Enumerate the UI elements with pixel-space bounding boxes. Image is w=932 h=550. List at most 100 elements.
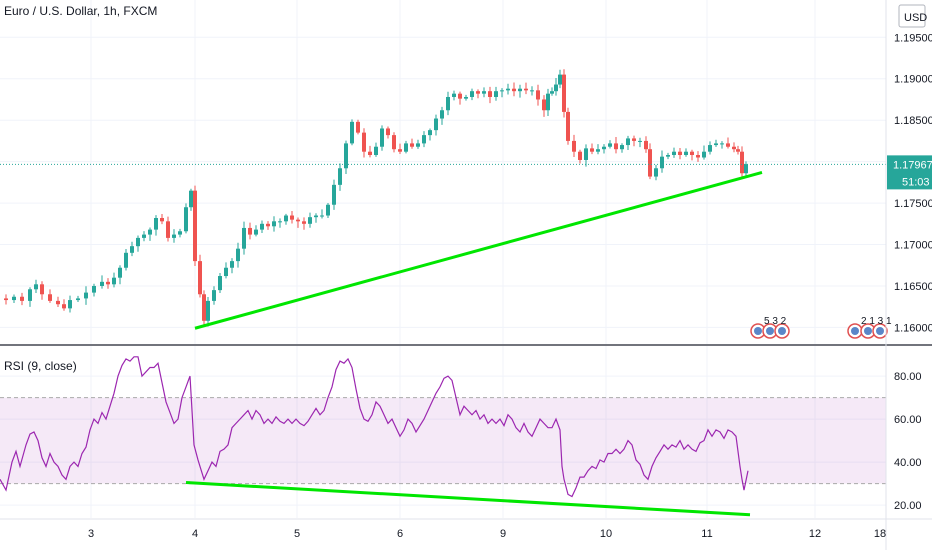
- candle: [56, 300, 60, 305]
- candle: [550, 91, 554, 94]
- candle: [530, 90, 534, 92]
- candle: [554, 84, 558, 92]
- candle: [290, 215, 294, 220]
- candle: [68, 300, 72, 309]
- candle: [422, 135, 426, 144]
- last-price-value: 1.17967: [893, 159, 932, 171]
- candle: [142, 234, 146, 238]
- candle: [136, 237, 140, 247]
- candle: [76, 298, 80, 301]
- candle: [314, 215, 318, 218]
- candle: [344, 143, 348, 169]
- currency-box-border: [898, 4, 926, 28]
- rsi-axis-labels[interactable]: 20.00 40.00 60.00 80.00: [894, 371, 922, 512]
- candle: [326, 204, 330, 216]
- candle: [20, 296, 24, 301]
- candle: [494, 91, 498, 97]
- candle: [736, 149, 740, 152]
- candle: [558, 74, 562, 85]
- time-tick-label: 3: [88, 528, 94, 540]
- candle: [458, 93, 462, 99]
- candle: [160, 218, 164, 222]
- candle: [660, 156, 664, 169]
- candle: [184, 207, 188, 232]
- chart-title: Euro / U.S. Dollar, 1h, FXCM: [4, 4, 158, 18]
- flag-icon-inner: [778, 327, 786, 335]
- candle: [148, 229, 152, 235]
- candle: [12, 296, 16, 301]
- candle: [702, 151, 706, 158]
- event-markers[interactable]: 5 3 2 2 1 3 1: [750, 316, 892, 339]
- candle: [242, 227, 246, 249]
- candle: [218, 276, 222, 291]
- candle: [362, 132, 366, 152]
- candle: [284, 215, 288, 222]
- candle: [608, 143, 612, 147]
- candle: [118, 267, 122, 278]
- candle: [84, 292, 88, 299]
- candle: [224, 267, 228, 277]
- candle: [732, 146, 736, 150]
- candle: [596, 149, 600, 152]
- candle: [254, 229, 258, 235]
- price-tick-label: 1.16000: [894, 322, 932, 334]
- candle: [112, 277, 116, 285]
- flag-icon-inner: [876, 327, 884, 335]
- candle: [272, 221, 276, 227]
- candle: [380, 128, 384, 147]
- flag-icon-inner: [864, 327, 872, 335]
- price-tick-label: 1.16500: [894, 281, 932, 293]
- candle: [4, 298, 8, 301]
- rsi-line: [0, 356, 749, 498]
- candle: [720, 143, 724, 145]
- candle: [708, 145, 712, 152]
- time-tick-label: 4: [192, 528, 198, 540]
- candle: [350, 121, 354, 144]
- candle: [206, 300, 210, 321]
- candle: [696, 155, 700, 158]
- candle: [506, 88, 510, 91]
- candle: [546, 93, 550, 111]
- rsi-grid: [0, 346, 886, 518]
- candle: [260, 223, 264, 230]
- candle: [178, 231, 182, 235]
- candle: [584, 148, 588, 160]
- time-tick-label: 6: [397, 528, 403, 540]
- price-tick-label: 1.19500: [894, 32, 932, 44]
- candle: [518, 88, 522, 92]
- candle: [332, 184, 336, 205]
- candle: [296, 219, 300, 222]
- candle: [744, 164, 748, 174]
- candle: [620, 145, 624, 150]
- rsi-tick-label: 60.00: [894, 414, 922, 426]
- candle: [236, 248, 240, 262]
- rsi-band: [0, 397, 886, 484]
- candle: [368, 151, 372, 156]
- time-tick-label: 5: [294, 528, 300, 540]
- candle: [48, 294, 52, 301]
- currency-label[interactable]: USD: [898, 4, 927, 28]
- flag-icon-inner: [754, 327, 762, 335]
- time-tick-label: 12: [809, 528, 821, 540]
- candle: [320, 215, 324, 217]
- time-tick-label: 11: [701, 528, 712, 540]
- event-count-label: 2 1 3 1: [861, 316, 892, 327]
- candle: [374, 146, 378, 156]
- candle: [212, 290, 216, 301]
- time-axis-labels[interactable]: 3 4 5 6 9 10 11 12 18: [88, 528, 886, 540]
- candle: [106, 281, 110, 285]
- candle: [172, 234, 176, 238]
- price-tick-label: 1.17500: [894, 198, 932, 210]
- candle: [410, 143, 414, 147]
- candle: [34, 284, 38, 290]
- candle: [193, 190, 197, 262]
- candle: [446, 96, 450, 111]
- candle: [666, 155, 670, 157]
- price-trendline[interactable]: [194, 170, 763, 330]
- event-count-label: 5 3 2: [764, 316, 787, 327]
- candle: [602, 146, 606, 150]
- candle: [266, 223, 270, 227]
- rsi-trendline[interactable]: [185, 481, 751, 517]
- candle: [482, 91, 486, 94]
